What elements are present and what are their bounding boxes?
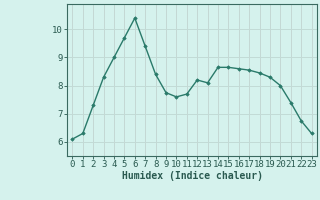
X-axis label: Humidex (Indice chaleur): Humidex (Indice chaleur) xyxy=(122,171,262,181)
